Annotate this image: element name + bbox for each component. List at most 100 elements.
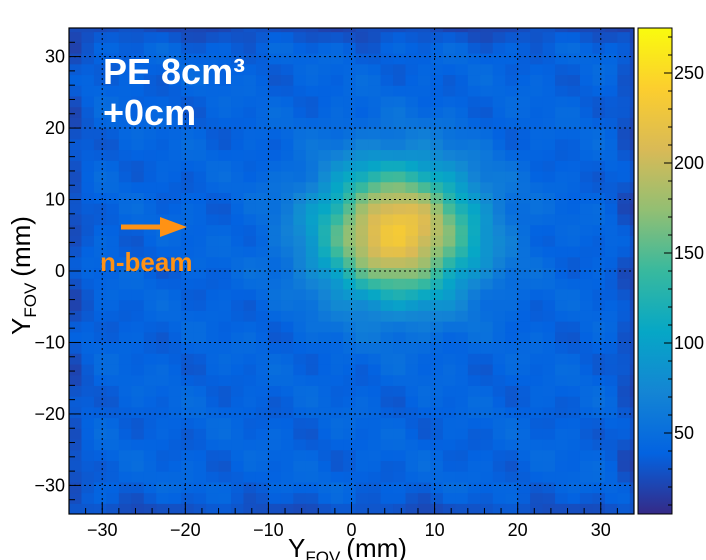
heatmap-cell	[629, 471, 634, 483]
heatmap-cell	[368, 31, 382, 43]
heatmap-cell	[430, 385, 444, 397]
heatmap-cell	[106, 170, 120, 183]
heatmap-cell	[156, 288, 170, 301]
heatmap-cell	[393, 481, 407, 494]
heatmap-cell	[143, 74, 157, 86]
heatmap-cell	[181, 170, 195, 183]
heatmap-cell	[330, 31, 344, 43]
heatmap-cell	[255, 321, 270, 333]
heatmap-cell	[417, 417, 432, 429]
heatmap-cell	[393, 42, 407, 54]
heatmap-cell	[143, 235, 157, 247]
heatmap-cell	[417, 267, 432, 279]
heatmap-cell	[106, 63, 120, 76]
heatmap-cell	[604, 160, 618, 172]
heatmap-cell	[393, 396, 407, 408]
heatmap-cell	[417, 438, 432, 451]
heatmap-cell	[480, 396, 494, 408]
heatmap-cell	[629, 245, 634, 258]
heatmap-cell	[106, 310, 120, 322]
heatmap-cell	[69, 438, 83, 451]
heatmap-cell	[168, 449, 182, 461]
heatmap-cell	[592, 213, 606, 226]
heatmap-cell	[455, 471, 469, 483]
heatmap-cell	[293, 28, 307, 33]
heatmap-cell	[305, 160, 319, 172]
heatmap-cell	[255, 417, 270, 429]
heatmap-cell	[143, 492, 157, 504]
heatmap-cell	[629, 85, 634, 97]
heatmap-cell	[118, 42, 132, 54]
heatmap-cell	[293, 95, 307, 108]
heatmap-cell	[592, 192, 606, 204]
heatmap-cell	[417, 503, 432, 514]
heatmap-cell	[206, 117, 220, 129]
heatmap-cell	[405, 278, 419, 290]
heatmap-cell	[517, 95, 531, 108]
heatmap-cell	[393, 385, 407, 397]
heatmap-cell	[579, 321, 594, 333]
heatmap-cell	[343, 106, 357, 118]
heatmap-cell	[555, 331, 569, 344]
heatmap-cell	[368, 256, 382, 269]
heatmap-cell	[442, 428, 456, 440]
heatmap-cell	[330, 492, 344, 504]
heatmap-cell	[442, 106, 456, 118]
heatmap-cell	[193, 471, 207, 483]
heatmap-cell	[231, 192, 245, 204]
heatmap-cell	[143, 481, 157, 494]
heatmap-cell	[93, 267, 107, 279]
heatmap-cell	[168, 460, 182, 472]
heatmap-cell	[268, 481, 282, 494]
heatmap-cell	[81, 449, 95, 461]
heatmap-cell	[430, 406, 444, 419]
heatmap-cell	[355, 85, 369, 97]
heatmap-cell	[542, 406, 556, 419]
heatmap-cell	[368, 85, 382, 97]
heatmap-cell	[243, 128, 257, 140]
heatmap-cell	[355, 53, 369, 65]
heatmap-cell	[305, 428, 319, 440]
heatmap-cell	[604, 117, 618, 129]
heatmap-cell	[555, 278, 569, 290]
heatmap-cell	[343, 310, 357, 322]
heatmap-cell	[380, 353, 394, 365]
heatmap-cell	[492, 235, 506, 247]
heatmap-cell	[567, 278, 581, 290]
heatmap-cell	[442, 310, 456, 322]
heatmap-cell	[617, 181, 631, 193]
heatmap-cell	[218, 438, 232, 451]
heatmap-cell	[268, 160, 282, 172]
heatmap-cell	[505, 117, 519, 129]
heatmap-cell	[417, 428, 432, 440]
heatmap-cell	[467, 321, 481, 333]
heatmap-cell	[567, 74, 581, 86]
heatmap-cell	[330, 449, 344, 461]
heatmap-cell	[368, 192, 382, 204]
heatmap-cell	[592, 385, 606, 397]
heatmap-cell	[505, 310, 519, 322]
heatmap-cell	[617, 481, 631, 494]
heatmap-cell	[143, 299, 157, 311]
heatmap-cell	[255, 471, 270, 483]
heatmap-cell	[131, 449, 145, 461]
heatmap-cell	[517, 213, 531, 226]
heatmap-cell	[143, 256, 157, 269]
heatmap-cell	[530, 299, 544, 311]
heatmap-cell	[168, 181, 182, 193]
heatmap-cell	[343, 117, 357, 129]
heatmap-cell	[206, 63, 220, 76]
heatmap-cell	[492, 95, 506, 108]
heatmap-cell	[517, 138, 531, 151]
heatmap-cell	[542, 85, 556, 97]
heatmap-cell	[280, 128, 294, 140]
heatmap-cell	[380, 321, 394, 333]
heatmap-cell	[343, 374, 357, 386]
heatmap-cell	[156, 42, 170, 54]
heatmap-cell	[417, 310, 432, 322]
heatmap-cell	[455, 31, 469, 43]
heatmap-cell	[505, 95, 519, 108]
heatmap-cell	[218, 95, 232, 108]
heatmap-cell	[218, 138, 232, 151]
heatmap-cell	[393, 492, 407, 504]
